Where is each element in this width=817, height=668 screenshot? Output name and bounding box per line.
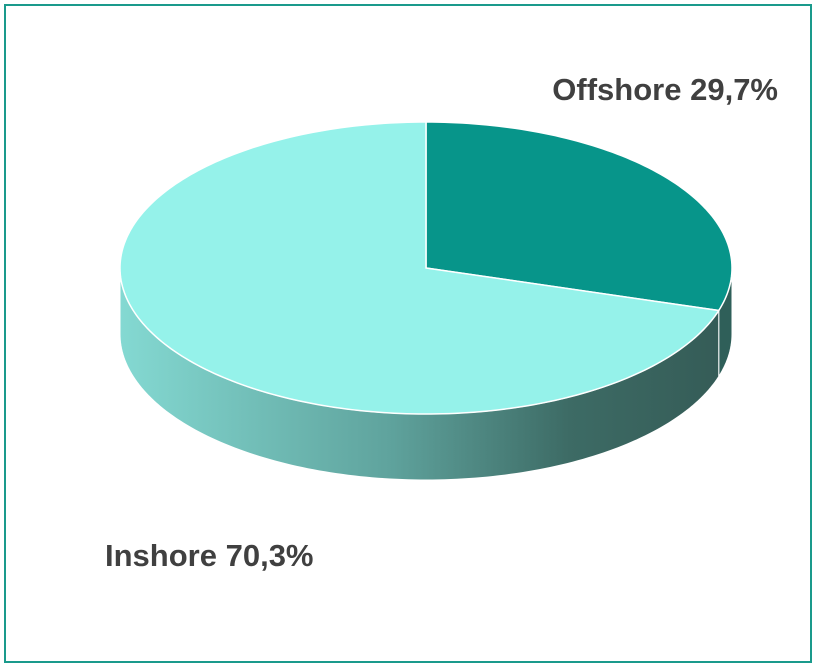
pie <box>119 121 733 481</box>
slice-label: Offshore 29,7% <box>552 72 778 107</box>
slice <box>119 121 721 415</box>
value-label: 70,3% <box>226 538 314 573</box>
category-label: Inshore <box>105 538 217 573</box>
value-label: 29,7% <box>690 72 778 107</box>
slice <box>425 121 733 312</box>
slice-label: Inshore 70,3% <box>105 538 314 573</box>
category-label: Offshore <box>552 72 681 107</box>
